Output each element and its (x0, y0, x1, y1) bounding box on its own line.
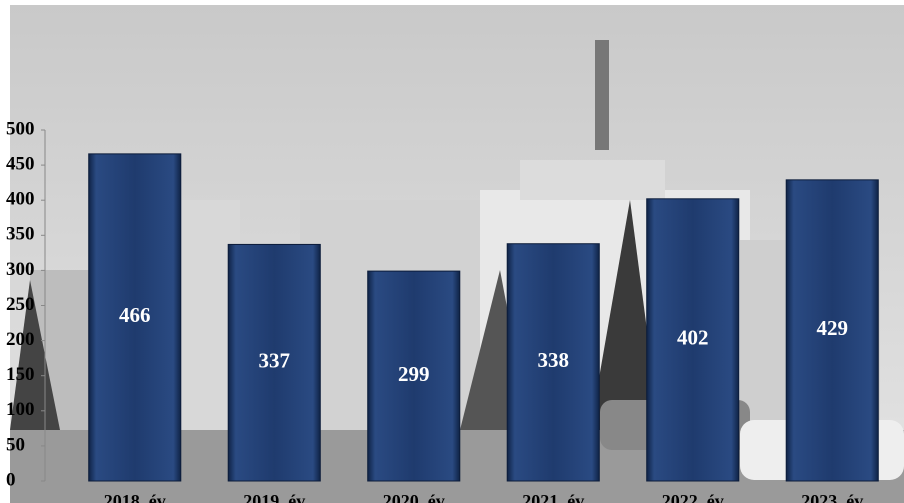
y-tick-label: 0 (6, 469, 16, 490)
y-tick-label: 250 (6, 294, 35, 315)
x-tick-label: 2023. év (801, 491, 863, 503)
x-tick-label: 2022. év (662, 491, 724, 503)
y-tick-label: 350 (6, 224, 35, 245)
y-tick-label: 50 (6, 434, 25, 455)
bar (785, 179, 879, 482)
bar (367, 270, 461, 482)
value-label: 338 (538, 348, 570, 372)
y-tick-label: 100 (6, 399, 35, 420)
y-tick-label: 450 (6, 153, 35, 174)
value-label: 402 (677, 326, 709, 350)
value-label: 466 (119, 303, 151, 327)
y-tick-label: 150 (6, 364, 35, 385)
y-tick-label: 300 (6, 259, 35, 280)
value-label: 337 (259, 349, 291, 373)
bar (506, 243, 600, 482)
x-tick-label: 2019. év (243, 491, 305, 503)
bar (227, 243, 321, 482)
y-tick-label: 500 (6, 118, 35, 139)
bar (88, 153, 182, 482)
x-tick-label: 2021. év (522, 491, 584, 503)
value-label: 299 (398, 362, 430, 386)
y-tick-label: 400 (6, 189, 35, 210)
y-tick-label: 200 (6, 329, 35, 350)
x-tick-label: 2020. év (383, 491, 445, 503)
bar (646, 198, 740, 482)
value-label: 429 (817, 316, 849, 340)
x-tick-label: 2018. év (104, 491, 166, 503)
